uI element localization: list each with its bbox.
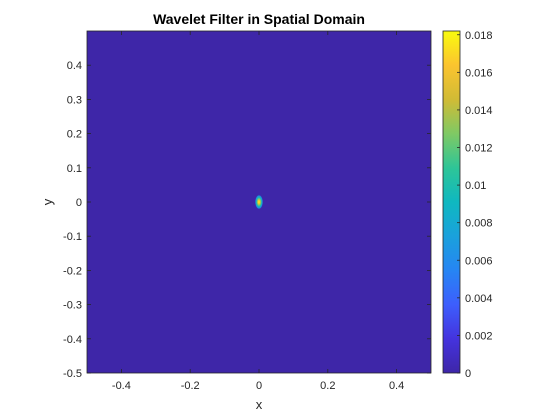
colorbar-tick-label: 0.014 <box>465 105 493 117</box>
x-tick-label: -0.2 <box>181 380 200 392</box>
x-tick-label: 0.4 <box>389 380 404 392</box>
y-tick-label: 0.1 <box>67 163 82 175</box>
colorbar-tick-label: 0.016 <box>465 67 493 79</box>
colorbar: 0 0.002 0.004 0.006 0.008 0.01 0.012 0.014 0.016… <box>442 30 493 380</box>
y-tick-label: -0.3 <box>63 300 82 312</box>
y-tick-label: -0.2 <box>63 265 82 277</box>
y-tick-label: 0.3 <box>67 94 82 106</box>
y-axis-ticks: -0.5 -0.4 -0.3 -0.2 -0.1 0 0.1 0.2 0.3 0.4 <box>63 60 431 380</box>
colorbar-tick-label: 0.012 <box>465 143 493 155</box>
colorbar-tick-label: 0.01 <box>465 180 486 192</box>
chart-title: Wavelet Filter in Spatial Domain <box>153 11 365 27</box>
heatmap-plot-area[interactable] <box>86 30 432 374</box>
y-tick-label: -0.1 <box>63 231 82 243</box>
colorbar-tick-label: 0.006 <box>465 255 493 267</box>
colorbar-tick-label: 0.018 <box>465 30 493 42</box>
x-tick-label: -0.4 <box>112 380 131 392</box>
colorbar-tick-label: 0.008 <box>465 218 493 230</box>
colorbar-ticks: 0 0.002 0.004 0.006 0.008 0.01 0.012 0.014 0.016… <box>457 30 493 380</box>
colorbar-tick-label: 0.004 <box>465 293 493 305</box>
y-tick-label: 0.4 <box>67 60 82 72</box>
y-axis-label: y <box>40 198 55 205</box>
y-tick-label: -0.4 <box>63 334 82 346</box>
y-tick-label: 0 <box>76 197 82 209</box>
colorbar-gradient <box>443 31 460 373</box>
colorbar-tick-label: 0.002 <box>465 330 493 342</box>
y-tick-label: 0.2 <box>67 129 82 141</box>
x-tick-label: 0.2 <box>320 380 335 392</box>
colorbar-tick-label: 0 <box>465 368 471 380</box>
x-axis-ticks: -0.4 -0.2 0 0.2 0.4 <box>112 31 404 392</box>
x-axis-label: x <box>256 397 263 412</box>
x-tick-label: 0 <box>256 380 262 392</box>
heatmap-peak <box>254 194 264 210</box>
colorbar-border <box>442 30 461 374</box>
y-tick-label: -0.5 <box>63 368 82 380</box>
